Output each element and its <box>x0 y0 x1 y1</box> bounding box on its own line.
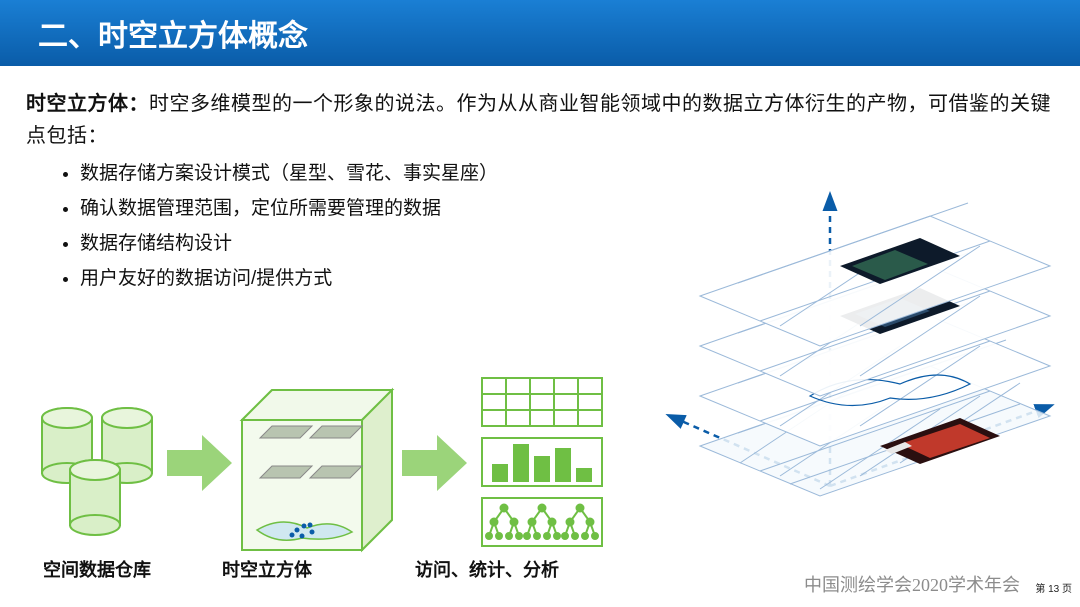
intro-bold: 时空立方体： <box>26 93 149 115</box>
arrow-icon <box>167 435 232 491</box>
caption-cube: 时空立方体 <box>172 556 362 582</box>
cylinders-icon <box>42 408 152 535</box>
caption-analysis: 访问、统计、分析 <box>372 556 602 582</box>
output-panel-tree-icon <box>482 498 602 546</box>
bullet-item: 数据存储方案设计模式（星型、雪花、事实星座） <box>80 158 1054 185</box>
slide-header: 二、时空立方体概念 <box>0 0 1080 66</box>
arrow-icon <box>402 435 467 491</box>
page-number: 第 13 页 <box>1035 580 1072 595</box>
output-panel-table-icon <box>482 378 602 426</box>
flow-diagram <box>22 370 632 570</box>
footer-org: 中国测绘学会2020学术年会 <box>804 571 1020 597</box>
intro-rest: 时空多维模型的一个形象的说法。作为从从商业智能领域中的数据立方体衍生的产物，可借… <box>26 93 1051 147</box>
caption-warehouse: 空间数据仓库 <box>22 556 172 582</box>
slide-title: 二、时空立方体概念 <box>38 11 308 55</box>
output-panel-bar-icon <box>482 438 602 486</box>
flow-captions: 空间数据仓库 时空立方体 访问、统计、分析 <box>22 556 632 582</box>
isometric-layers-diagram <box>630 186 1070 526</box>
intro-paragraph: 时空立方体：时空多维模型的一个形象的说法。作为从从商业智能领域中的数据立方体衍生… <box>0 66 1080 158</box>
cube-icon <box>242 390 392 550</box>
